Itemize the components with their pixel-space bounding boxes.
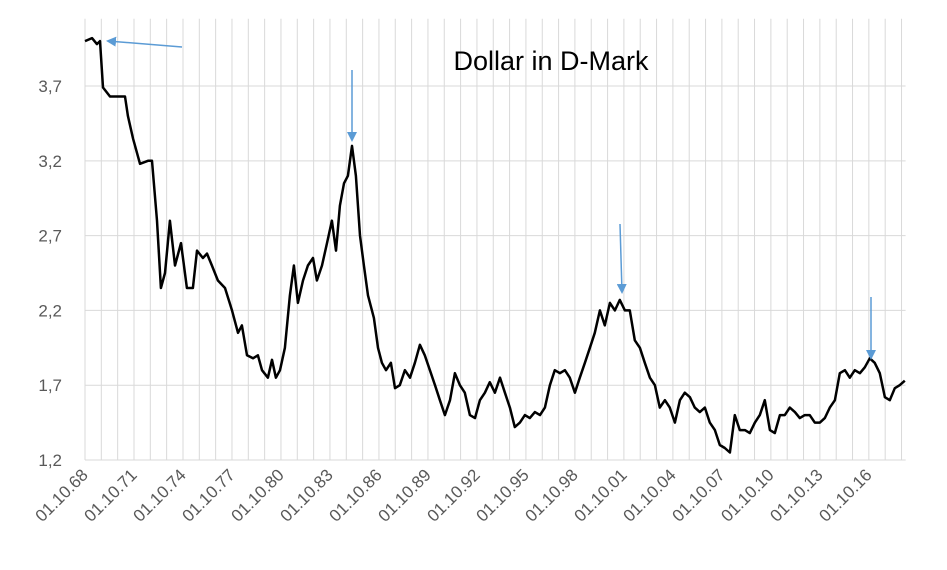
x-tick-label: 01.10.07 <box>668 465 728 525</box>
x-tick-label: 01.10.04 <box>619 465 679 525</box>
x-tick-label: 01.10.77 <box>179 465 239 525</box>
y-tick-label: 2,2 <box>38 301 62 320</box>
x-tick-label: 01.10.16 <box>815 465 875 525</box>
x-tick-label: 01.10.13 <box>766 465 826 525</box>
data-line <box>84 36 906 454</box>
y-tick-label: 3,2 <box>38 152 62 171</box>
plot <box>84 36 906 454</box>
arrow <box>106 36 183 48</box>
x-tick-label: 01.10.80 <box>228 465 288 525</box>
arrow <box>616 223 627 294</box>
x-tick-label: 01.10.92 <box>424 465 484 525</box>
x-tick-label: 01.10.01 <box>570 465 630 525</box>
x-tick-label: 01.10.10 <box>717 465 777 525</box>
grid <box>84 18 906 461</box>
annotation-arrows <box>106 36 876 360</box>
x-tick-label: 01.10.98 <box>522 465 582 525</box>
x-tick-label: 01.10.95 <box>473 465 533 525</box>
y-tick-label: 2,7 <box>38 227 62 246</box>
x-tick-label: 01.10.68 <box>32 465 92 525</box>
x-tick-label: 01.10.71 <box>81 465 141 525</box>
x-tick-label: 01.10.89 <box>375 465 435 525</box>
x-tick-label: 01.10.83 <box>277 465 337 525</box>
y-tick-label: 1,7 <box>38 376 62 395</box>
x-tick-label: 01.10.74 <box>130 465 190 525</box>
y-tick-label: 3,7 <box>38 77 62 96</box>
y-tick-label: 1,2 <box>38 451 62 470</box>
x-tick-label: 01.10.86 <box>326 465 386 525</box>
chart-title: Dollar in D-Mark <box>453 46 649 76</box>
